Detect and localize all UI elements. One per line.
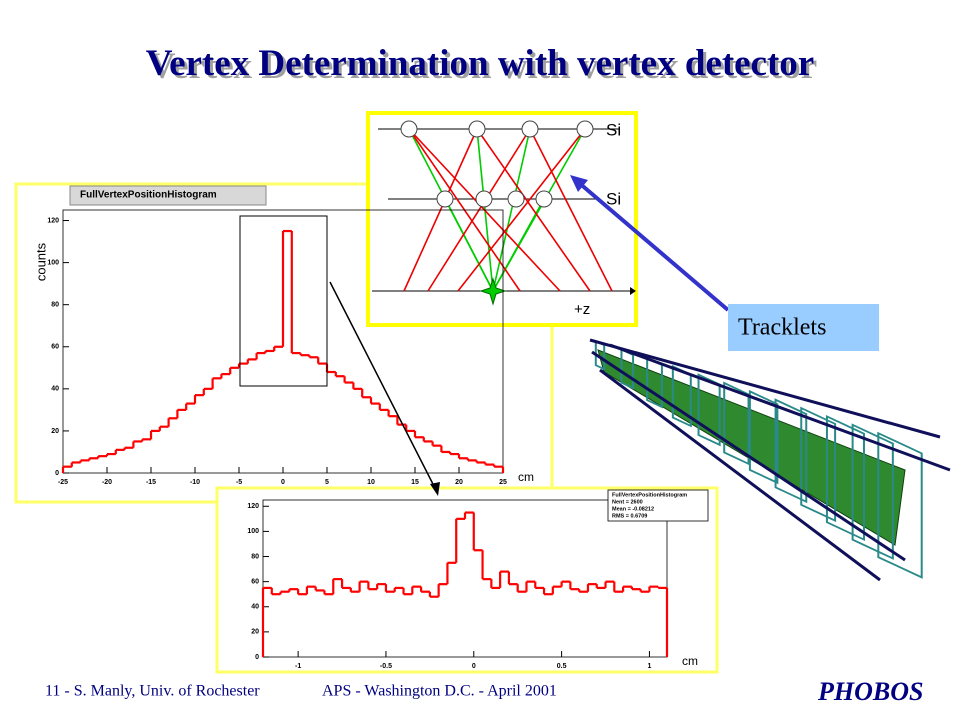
callout-label: Tracklets: [738, 315, 826, 341]
detector-rod: [599, 368, 881, 582]
vertex: [479, 277, 507, 306]
stats-box: [607, 489, 709, 522]
detector-body: [597, 349, 906, 546]
y-tick-label: 120: [247, 503, 259, 510]
zoom-arrow: [329, 281, 437, 491]
y-tick-label: 40: [51, 386, 59, 393]
detector-rod: [591, 350, 906, 562]
arrow-head: [430, 482, 440, 496]
stats-line: FullVertexPositionHistogram: [612, 492, 687, 498]
panel: [366, 111, 638, 327]
x-tick-label: -15: [146, 479, 156, 486]
detector-frame: [723, 381, 750, 466]
arrow-head: [570, 175, 588, 192]
x-tick-label: -5: [236, 479, 242, 486]
x-tick-label: 0: [472, 663, 476, 670]
y-tick-label: 20: [251, 629, 259, 636]
histogram-step: [61, 231, 505, 473]
detector-drawing: [589, 338, 951, 582]
x-tick-label: 0: [281, 479, 285, 486]
detector-frame: [877, 431, 923, 579]
callout-arrow: [576, 180, 730, 312]
x-tick-label: 25: [499, 479, 507, 486]
y-tick-label: 40: [251, 604, 259, 611]
axis-label: +z: [574, 301, 590, 318]
detector-frame: [825, 414, 865, 541]
detector-rod: [589, 338, 941, 439]
detector-rod: [609, 343, 951, 472]
layer-label: Si: [606, 189, 621, 208]
x-axis-label: cm: [518, 470, 534, 484]
stats-box: [69, 185, 267, 206]
zoom-box: [239, 215, 328, 387]
y-tick-label: 100: [47, 259, 59, 266]
callout-box: [728, 304, 879, 351]
detector-frame: [748, 389, 779, 485]
x-tick-label: 5: [325, 479, 329, 486]
stats-line: RMS = 0.6709: [612, 513, 647, 519]
x-tick-label: -0.5: [380, 663, 392, 670]
detector-frame: [800, 406, 837, 523]
stats-line: Mean = -0.08212: [612, 506, 654, 512]
footer-text: APS - Washington D.C. - April 2001: [322, 683, 557, 700]
logo: PHOBOS: [817, 677, 923, 706]
tracklet-diagram: Si Si +z: [366, 111, 638, 327]
hit-markers: [400, 120, 594, 208]
histogram-step: [261, 512, 669, 657]
y-tick-label: 60: [51, 344, 59, 351]
x-tick-label: 15: [411, 479, 419, 486]
plot-frame: [262, 499, 668, 658]
detector-frame: [697, 373, 721, 447]
x-tick-label: 20: [455, 479, 463, 486]
stats-line: Nent = 2600: [612, 499, 643, 505]
arrow-head: [630, 287, 636, 295]
x-tick-label: -1: [295, 663, 301, 670]
slide-title: Vertex Determination with vertex detecto…: [145, 43, 815, 84]
layer-label: Si: [606, 120, 621, 139]
x-tick-label: -10: [190, 479, 200, 486]
x-tick-label: 10: [367, 479, 375, 486]
histogram-title: FullVertexPositionHistogram: [80, 190, 217, 201]
y-tick-label: 120: [47, 217, 59, 224]
detector-frame: [851, 423, 894, 560]
y-tick-label: 0: [55, 470, 59, 477]
y-tick-label: 100: [247, 528, 259, 535]
x-tick-label: 0.5: [557, 663, 567, 670]
x-tick-label: -25: [58, 479, 68, 486]
x-axis-label: cm: [682, 654, 698, 668]
y-tick-label: 60: [251, 578, 259, 585]
y-tick-label: 0: [255, 654, 259, 661]
x-tick-label: 1: [647, 663, 651, 670]
detector-frame: [774, 398, 808, 504]
x-tick-label: -20: [102, 479, 112, 486]
y-tick-label: 80: [51, 302, 59, 309]
y-tick-label: 80: [251, 553, 259, 560]
y-tick-label: 20: [51, 428, 59, 435]
footer-text: 11 - S. Manly, Univ. of Rochester: [45, 683, 260, 700]
y-axis-label: counts: [33, 242, 48, 281]
